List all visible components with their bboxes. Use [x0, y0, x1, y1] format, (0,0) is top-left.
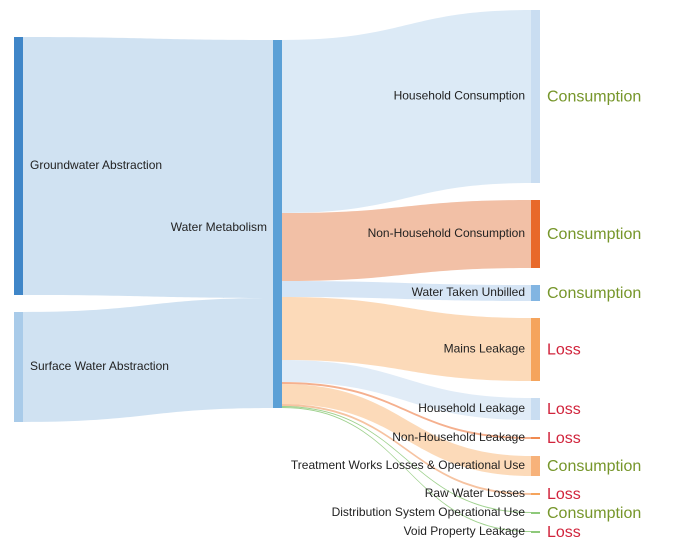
- node-label: Treatment Works Losses & Operational Use: [291, 458, 525, 472]
- flow-link: [282, 382, 531, 439]
- node-label: Surface Water Abstraction: [30, 359, 169, 373]
- group-label: Consumption: [547, 89, 641, 106]
- group-label: Loss: [547, 430, 581, 447]
- node-bar: [531, 456, 540, 476]
- node-label: Household Consumption: [394, 89, 525, 103]
- flow-link: [282, 406, 531, 513]
- node-label: Mains Leakage: [444, 342, 526, 356]
- node-label: Raw Water Losses: [425, 486, 525, 500]
- flow-link: [282, 200, 531, 281]
- node-label: Void Property Leakage: [404, 524, 526, 538]
- group-label: Consumption: [547, 226, 641, 243]
- flow-link: [282, 360, 531, 420]
- flow-link: [282, 384, 531, 476]
- node-bar: [531, 512, 540, 514]
- group-label: Consumption: [547, 458, 641, 475]
- node-bar: [531, 398, 540, 420]
- node-label: Non-Household Consumption: [368, 226, 525, 240]
- flow-link: [23, 37, 273, 298]
- node-label: Household Leakage: [418, 401, 525, 415]
- node-bar: [531, 318, 540, 381]
- node-bar: [531, 285, 540, 301]
- node-bar: [531, 493, 540, 495]
- group-label: Consumption: [547, 505, 641, 522]
- flow-link: [23, 298, 273, 422]
- flow-link: [282, 404, 531, 495]
- flow-link: [282, 10, 531, 213]
- node-bar: [531, 10, 540, 183]
- group-label: Loss: [547, 342, 581, 359]
- flow-link: [282, 281, 531, 301]
- node-label: Non-Household Leakage: [392, 430, 525, 444]
- group-label: Loss: [547, 524, 581, 541]
- links: [23, 10, 531, 532]
- node-label: Groundwater Abstraction: [30, 158, 162, 172]
- node-bar: [273, 40, 282, 408]
- node-bar: [531, 200, 540, 268]
- flow-link: [282, 407, 531, 532]
- node-bar: [531, 531, 540, 533]
- flow-link: [282, 297, 531, 381]
- node-label: Water Taken Unbilled: [412, 285, 525, 299]
- group-label: Loss: [547, 401, 581, 418]
- group-label: Loss: [547, 486, 581, 503]
- node-bar: [14, 37, 23, 295]
- node-bar: [531, 437, 540, 439]
- node-label: Distribution System Operational Use: [332, 505, 526, 519]
- node-label: Water Metabolism: [171, 220, 267, 234]
- node-bar: [14, 312, 23, 422]
- group-label: Consumption: [547, 285, 641, 302]
